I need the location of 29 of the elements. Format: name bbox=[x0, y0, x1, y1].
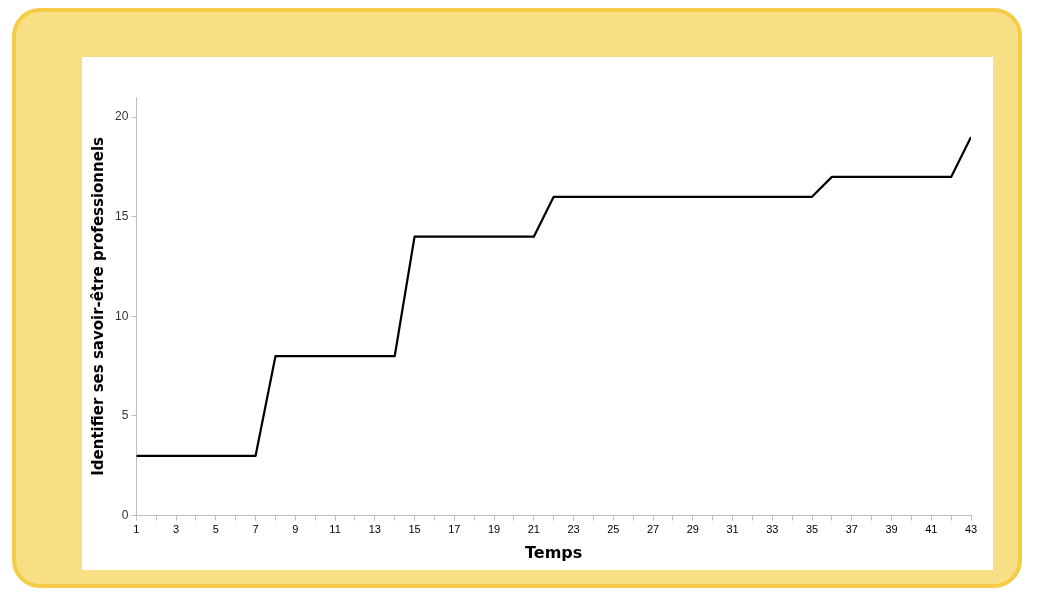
x-tick-label: 21 bbox=[527, 523, 540, 536]
x-tick-label: 35 bbox=[805, 523, 819, 536]
y-tick-label: 0 bbox=[121, 507, 129, 522]
x-axis-title: Temps bbox=[525, 542, 583, 562]
y-tick-label: 5 bbox=[121, 408, 129, 423]
x-tick-label: 3 bbox=[173, 523, 180, 536]
x-tick-label: 23 bbox=[567, 523, 580, 536]
x-tick-label: 15 bbox=[408, 523, 421, 536]
x-tick-label: 29 bbox=[686, 523, 699, 536]
y-tick-label: 15 bbox=[114, 209, 129, 224]
x-tick-label: 27 bbox=[646, 523, 660, 536]
x-tick-label: 19 bbox=[487, 523, 501, 536]
x-tick-label: 43 bbox=[964, 523, 978, 536]
x-tick-label: 39 bbox=[885, 523, 898, 536]
x-tick-label: 25 bbox=[607, 523, 620, 536]
x-tick-label: 33 bbox=[766, 523, 779, 536]
x-tick-label: 17 bbox=[448, 523, 461, 536]
x-tick-label: 1 bbox=[133, 523, 140, 536]
y-tick-label: 20 bbox=[114, 109, 129, 124]
x-tick-label: 9 bbox=[292, 523, 299, 536]
x-tick-label: 5 bbox=[212, 523, 219, 536]
x-tick-label: 7 bbox=[252, 523, 259, 536]
y-axis-title: Identifier ses savoir-être professionnels bbox=[88, 136, 107, 476]
x-tick-label: 13 bbox=[368, 523, 381, 536]
x-tick-label: 41 bbox=[925, 523, 938, 536]
y-tick-label: 10 bbox=[114, 308, 129, 323]
x-tick-label: 37 bbox=[845, 523, 858, 536]
x-tick-label: 11 bbox=[329, 523, 341, 536]
x-tick-label: 31 bbox=[726, 523, 739, 536]
